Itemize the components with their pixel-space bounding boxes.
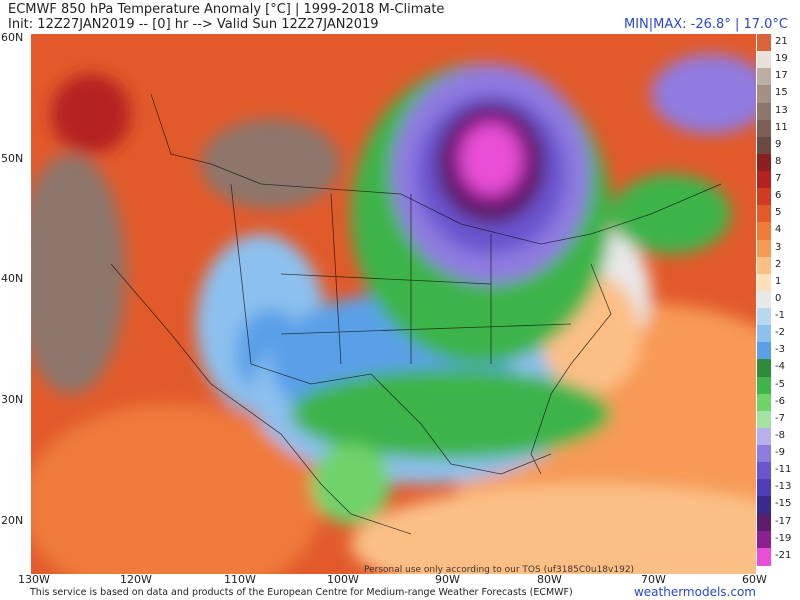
legend-label: 4 <box>775 224 782 236</box>
legend-swatch <box>757 239 771 258</box>
legend-swatch <box>757 102 771 121</box>
brand-link[interactable]: weathermodels.com <box>633 585 756 599</box>
chart-subtitle: Init: 12Z27JAN2019 -- [0] hr --> Valid S… <box>8 16 379 32</box>
lon-label-110w: 110W <box>224 573 256 586</box>
legend-label: -9 <box>775 447 785 459</box>
legend-label: 9 <box>775 138 782 150</box>
legend-swatch <box>757 34 771 52</box>
lat-label-40n: 40N <box>1 272 24 285</box>
legend-label: 11 <box>775 121 788 133</box>
legend-label: 19 <box>775 53 788 65</box>
legend-swatch <box>757 273 771 292</box>
legend-label: 8 <box>775 155 782 167</box>
legend-label: 7 <box>775 173 782 185</box>
lat-label-20n: 20N <box>1 514 24 527</box>
legend-label: -19 <box>775 532 792 544</box>
legend-label: 0 <box>775 292 782 304</box>
legend-label: -3 <box>775 344 785 356</box>
legend-swatch <box>757 188 771 207</box>
footer-note: This service is based on data and produc… <box>30 587 573 598</box>
legend-swatch <box>757 325 771 344</box>
legend-label: 15 <box>775 87 788 99</box>
legend-label: 17 <box>775 70 788 82</box>
lon-label-60w: 60W <box>742 573 767 586</box>
legend-swatch <box>757 427 771 446</box>
legend-label: 1 <box>775 275 782 287</box>
lon-label-90w: 90W <box>435 573 460 586</box>
legend-swatch <box>757 222 771 241</box>
lon-label-100w: 100W <box>327 573 359 586</box>
legend-label: 13 <box>775 104 788 116</box>
legend-label: 6 <box>775 190 782 202</box>
legend-swatch <box>757 393 771 412</box>
legend-label: -17 <box>775 515 792 527</box>
legend-swatch <box>757 136 771 155</box>
legend-swatch <box>757 308 771 327</box>
lat-label-30n: 30N <box>1 393 24 406</box>
legend-label: -4 <box>775 361 785 373</box>
legend-swatch <box>757 513 771 532</box>
lat-label-50n: 50N <box>1 152 24 165</box>
personal-use-note: Personal use only according to our TOS (… <box>364 565 635 575</box>
min-max-readout: MIN|MAX: -26.8° | 17.0°C <box>624 17 788 32</box>
legend-swatch <box>757 530 771 549</box>
border-lines <box>110 93 722 535</box>
legend-swatch <box>757 496 771 515</box>
legend-label: -15 <box>775 498 792 510</box>
legend-label: -1 <box>775 310 785 322</box>
legend-label: 3 <box>775 241 782 253</box>
legend-label: 2 <box>775 258 782 270</box>
legend-swatch <box>757 445 771 464</box>
legend-swatch <box>757 410 771 429</box>
legend-label: 5 <box>775 207 782 219</box>
legend-label: -21 <box>775 549 792 561</box>
legend-swatch <box>757 479 771 498</box>
legend-swatch <box>757 359 771 378</box>
title-block: ECMWF 850 hPa Temperature Anomaly [°C] |… <box>8 2 445 32</box>
lat-label-60n: 60N <box>1 31 24 44</box>
legend-swatch <box>757 462 771 481</box>
lon-label-80w: 80W <box>537 573 562 586</box>
legend-swatch <box>757 153 771 172</box>
lon-label-130w: 130W <box>18 573 50 586</box>
legend-swatch <box>757 85 771 104</box>
lon-label-120w: 120W <box>120 573 152 586</box>
legend-swatch <box>757 171 771 190</box>
legend-label: -7 <box>775 412 785 424</box>
anomaly-map-svg <box>31 34 756 574</box>
anomaly-map <box>31 34 756 574</box>
legend-label: -5 <box>775 378 785 390</box>
legend-swatch <box>757 290 771 309</box>
legend-label: -11 <box>775 464 792 476</box>
lon-label-70w: 70W <box>641 573 666 586</box>
legend-swatch <box>757 342 771 361</box>
chart-title: ECMWF 850 hPa Temperature Anomaly [°C] |… <box>8 2 445 17</box>
legend-label: -13 <box>775 481 792 493</box>
legend-swatch <box>757 256 771 275</box>
legend-label: -6 <box>775 395 785 407</box>
legend-label: -8 <box>775 429 785 441</box>
legend-swatch <box>757 547 771 566</box>
color-legend: 21 19 17 15 13 11 9 8 7 6 5 4 3 2 1 0 -1 -2 -3 -4 -5 -6 -7 -8 -9… <box>757 34 797 566</box>
legend-label: 21 <box>775 36 788 47</box>
legend-swatch <box>757 205 771 224</box>
legend-swatch <box>757 68 771 87</box>
legend-swatch <box>757 51 771 70</box>
legend-label: -2 <box>775 327 785 339</box>
legend-swatch <box>757 376 771 395</box>
legend-swatch <box>757 119 771 138</box>
